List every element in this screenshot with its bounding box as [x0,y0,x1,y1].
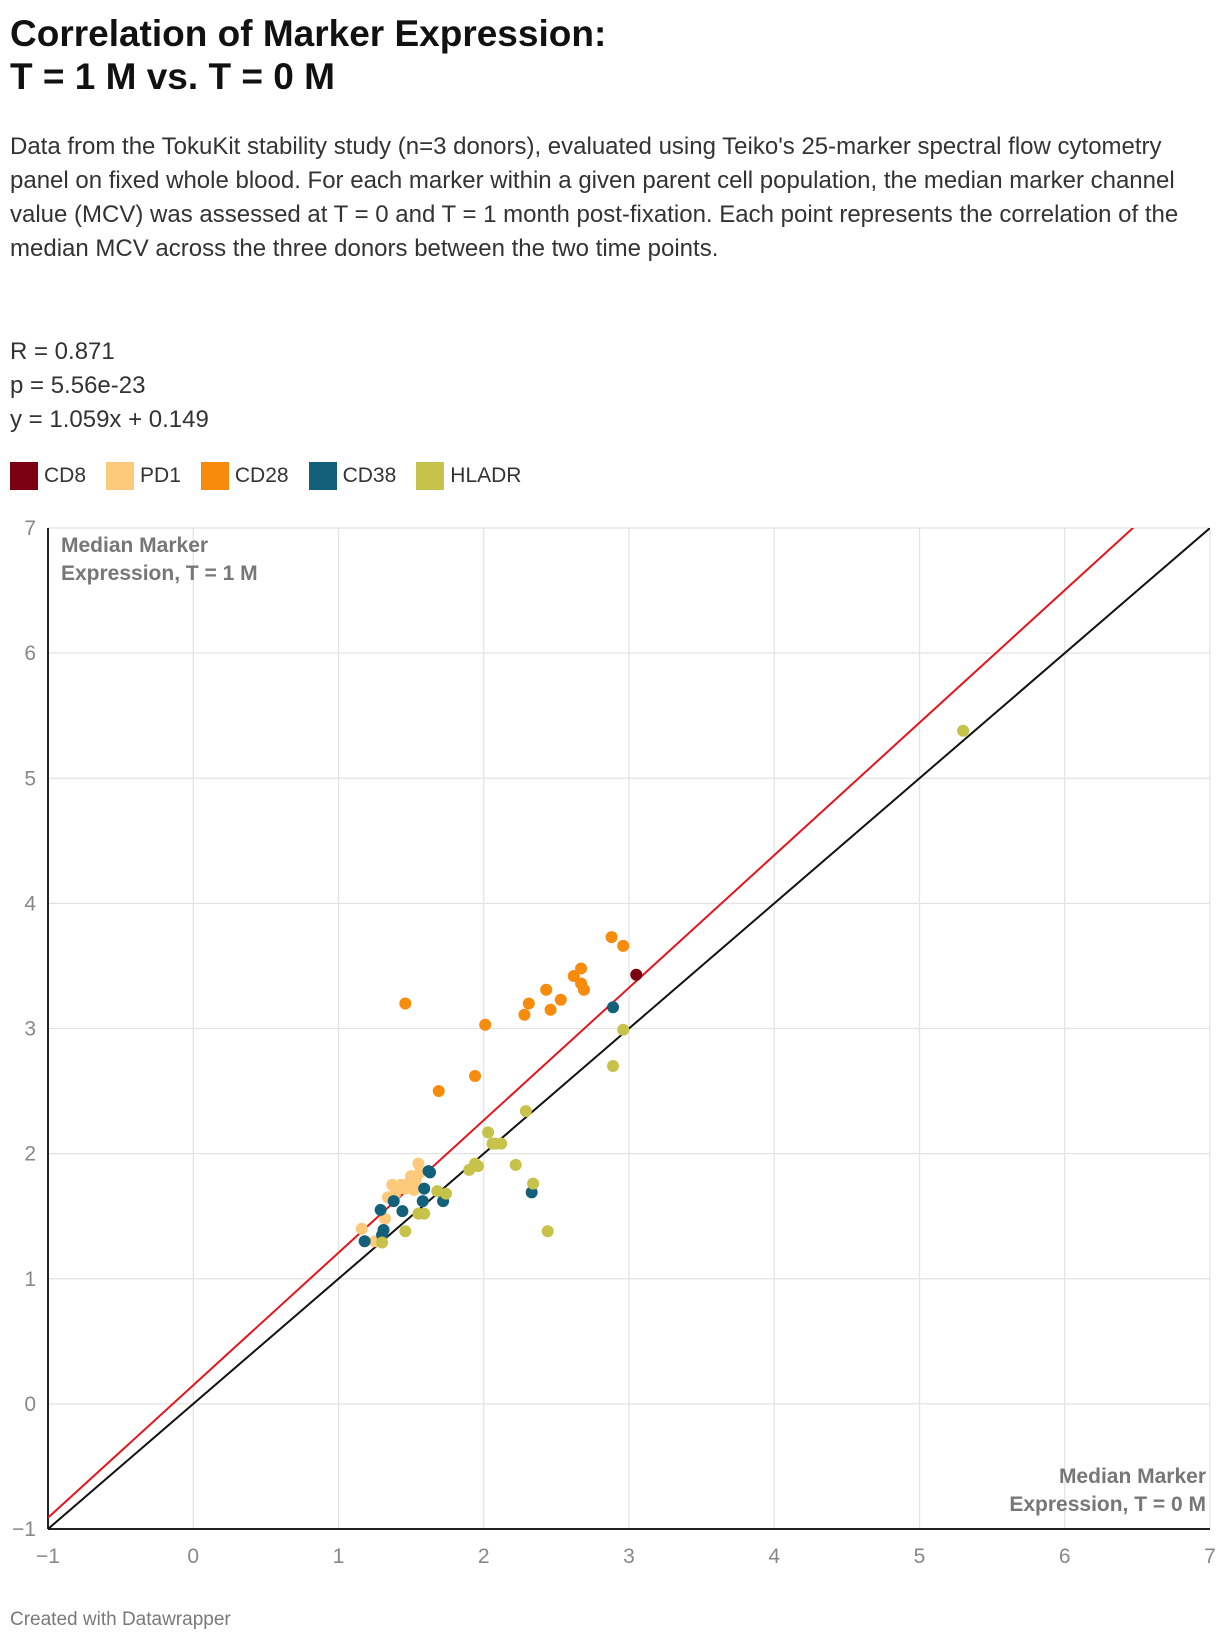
data-point-cd38 [418,1182,431,1195]
data-point-hladr [471,1160,484,1173]
y-tick-label: −1 [12,1518,36,1541]
legend-item-hladr: HLADR [416,462,521,490]
x-tick-label: −1 [36,1545,60,1568]
scatter-plot: −1 0 1 2 3 4 5 6 7 −1 0 1 2 3 4 5 6 7 Median Marker Express… [12,517,1216,1568]
data-point-cd38 [424,1166,437,1179]
data-point-cd28 [554,993,567,1006]
x-axis-title: Median Marker Expression, T = 0 M [1009,1465,1206,1516]
x-tick-label: 6 [1059,1545,1071,1568]
data-point-cd28 [575,962,588,975]
legend-item-pd1: PD1 [106,462,181,490]
data-point-hladr [541,1225,554,1238]
legend-label: HLADR [450,464,522,487]
y-tick-label: 5 [24,767,36,790]
x-tick-label: 7 [1204,1545,1216,1568]
chart-title: Correlation of Marker Expression: T = 1 … [10,12,606,98]
y-tick-label: 3 [24,1018,36,1041]
data-point-cd38 [374,1203,387,1216]
legend-item-cd8: CD8 [10,462,86,490]
legend-swatch [416,462,445,490]
data-point-cd28 [577,983,590,996]
data-point-hladr [482,1126,495,1139]
data-point-hladr [519,1105,532,1118]
y-tick-label: 7 [24,517,36,540]
data-point-cd28 [540,983,553,996]
stat-r-value: R = 0.871 [10,338,115,365]
stat-fit-equation: y = 1.059x + 0.149 [10,406,209,433]
data-point-hladr [509,1158,522,1171]
y-tick-label: 2 [24,1143,36,1166]
legend-swatch [308,462,337,490]
data-point-cd28 [567,969,580,982]
x-tick-label: 1 [333,1545,345,1568]
data-point-cd28 [469,1070,482,1083]
data-point-hladr [527,1177,540,1190]
chart-title-line-1: Correlation of Marker Expression: [10,13,607,54]
data-point-cd38 [377,1223,390,1236]
data-point-pd1 [408,1183,421,1196]
data-point-cd28 [605,931,618,944]
x-tick-label: 4 [768,1545,780,1568]
data-point-cd28 [522,997,535,1010]
footer-credit: Created with Datawrapper [10,1609,231,1630]
chart-description: Data from the TokuKit stability study (n… [10,133,1179,262]
data-point-cd28 [544,1003,557,1016]
data-point-hladr [399,1225,412,1238]
data-point-cd28 [479,1018,492,1031]
chart-stats: R = 0.871 p = 5.56e-23 y = 1.059x + 0.14… [10,335,209,437]
data-point-cd28 [399,997,412,1010]
chart-legend: CD8 PD1 CD28 CD38 HLADR [10,461,541,491]
data-point-hladr [617,1023,630,1036]
data-point-cd38 [396,1205,409,1218]
data-point-cd28 [432,1085,445,1098]
x-tick-label: 2 [478,1545,490,1568]
regression-line [48,528,1135,1519]
data-point-cd28 [617,939,630,952]
legend-label: PD1 [140,464,181,487]
legend-label: CD38 [342,464,397,487]
data-point-hladr [607,1060,620,1073]
data-point-hladr [495,1137,508,1150]
data-point-cd38 [358,1235,371,1248]
legend-item-cd38: CD38 [308,462,397,490]
stat-p-value: p = 5.56e-23 [10,372,146,399]
x-tick-label: 5 [914,1545,926,1568]
data-point-cd38 [416,1195,429,1208]
data-point-cd8 [630,968,643,981]
y-tick-label: 1 [24,1268,36,1291]
data-point-hladr [957,724,970,737]
legend-swatch [200,462,229,490]
y-tick-label: 4 [24,892,36,915]
data-point-hladr [439,1187,452,1200]
data-point-cd28 [518,1008,531,1021]
data-point-cd38 [607,1001,620,1014]
legend-swatch [10,462,38,490]
x-tick-label: 0 [187,1545,199,1568]
chart-title-line-2: T = 1 M vs. T = 0 M [10,56,335,97]
x-tick-label: 3 [623,1545,635,1568]
y-tick-label: 0 [24,1393,36,1416]
legend-swatch [106,462,135,490]
data-point-pd1 [355,1222,368,1235]
y-tick-label: 6 [24,642,36,665]
data-point-cd38 [387,1195,400,1208]
data-point-hladr [418,1207,431,1220]
y-axis-title: Median Marker Expression, T = 1 M [61,534,258,585]
legend-label: CD8 [44,464,87,487]
legend-label: CD28 [234,464,289,487]
data-point-hladr [376,1236,389,1249]
legend-item-cd28: CD28 [200,462,289,490]
